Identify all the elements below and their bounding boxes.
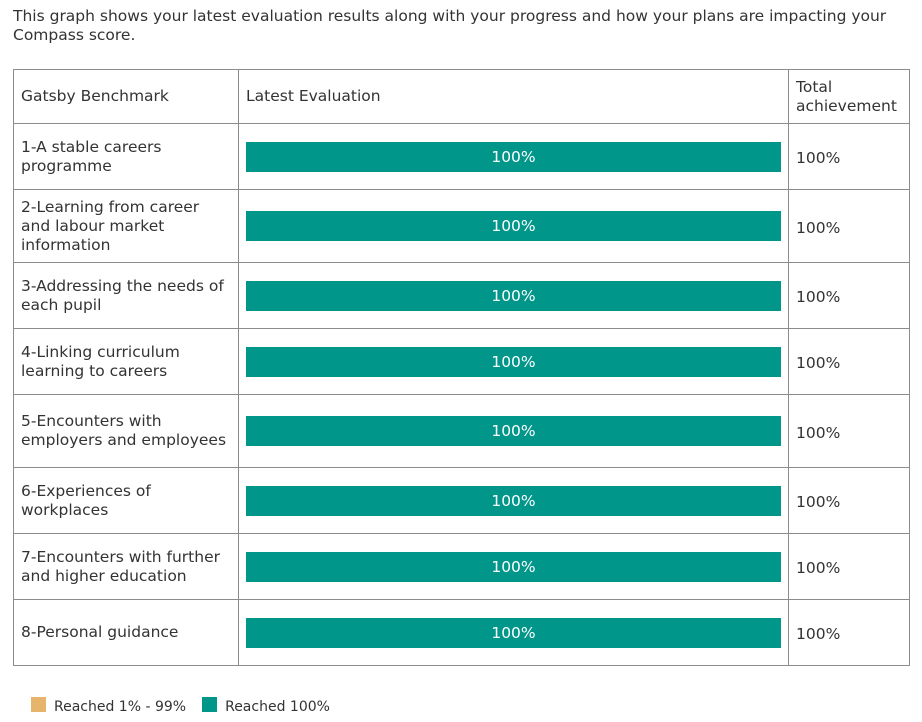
evaluation-progress-fill: [246, 280, 781, 311]
evaluation-progress-bar: 100%: [246, 346, 781, 377]
total-achievement-value: 100%: [788, 533, 910, 600]
evaluation-progress-bar: 100%: [246, 551, 781, 582]
table-row: 5-Encounters with employers and employee…: [13, 394, 910, 468]
latest-evaluation-cell: 100%: [238, 189, 789, 263]
latest-evaluation-cell: 100%: [238, 123, 789, 190]
total-achievement-value: 100%: [788, 123, 910, 190]
benchmark-name: 4-Linking curriculum learning to careers: [13, 328, 239, 395]
benchmark-name: 2-Learning from career and labour market…: [13, 189, 239, 263]
total-achievement-value: 100%: [788, 189, 910, 263]
benchmark-name: 3-Addressing the needs of each pupil: [13, 262, 239, 329]
evaluation-progress-label: 100%: [491, 147, 536, 166]
legend: Reached 1% - 99% Reached 100%: [31, 696, 346, 715]
table-row: 2-Learning from career and labour market…: [13, 189, 910, 263]
evaluation-progress-label: 100%: [491, 623, 536, 642]
evaluation-progress-label: 100%: [491, 286, 536, 305]
column-header-benchmark: Gatsby Benchmark: [13, 69, 239, 124]
table-row: 6-Experiences of workplaces 100% 100%: [13, 467, 910, 534]
evaluation-progress-label: 100%: [491, 422, 536, 440]
column-header-latest-evaluation: Latest Evaluation: [238, 69, 789, 124]
legend-swatch-partial: [31, 696, 46, 712]
evaluation-progress-fill: [246, 211, 781, 241]
total-achievement-value: 100%: [788, 262, 910, 329]
total-achievement-value: 100%: [788, 599, 910, 666]
evaluation-progress-fill: [246, 141, 781, 172]
total-achievement-value: 100%: [788, 394, 910, 468]
evaluation-progress-fill: [246, 416, 781, 446]
benchmark-name: 6-Experiences of workplaces: [13, 467, 239, 534]
evaluation-progress-bar: 100%: [246, 280, 781, 311]
table-row: 8-Personal guidance 100% 100%: [13, 599, 910, 666]
gatsby-benchmark-table: Gatsby Benchmark Latest Evaluation Total…: [13, 69, 910, 666]
legend-label-partial: Reached 1% - 99%: [54, 699, 187, 715]
column-header-total-achievement: Total achievement: [788, 69, 910, 124]
benchmark-name: 5-Encounters with employers and employee…: [13, 394, 239, 468]
legend-item-partial: Reached 1% - 99%: [31, 696, 187, 715]
table-row: 4-Linking curriculum learning to careers…: [13, 328, 910, 395]
legend-swatch-full: [202, 696, 218, 712]
benchmark-name: 7-Encounters with further and higher edu…: [13, 533, 239, 600]
latest-evaluation-cell: 100%: [238, 533, 789, 600]
latest-evaluation-cell: 100%: [238, 599, 789, 666]
legend-label-full: Reached 100%: [225, 699, 330, 715]
latest-evaluation-cell: 100%: [238, 394, 789, 468]
latest-evaluation-cell: 100%: [238, 467, 789, 534]
evaluation-progress-fill: [246, 617, 781, 648]
table-row: 3-Addressing the needs of each pupil 100%…: [13, 262, 910, 329]
intro-text: This graph shows your latest evaluation …: [13, 7, 887, 44]
evaluation-progress-label: 100%: [491, 352, 536, 371]
evaluation-progress-bar: 100%: [246, 485, 781, 516]
evaluation-progress-fill: [246, 551, 781, 582]
latest-evaluation-cell: 100%: [238, 262, 789, 329]
table-row: 7-Encounters with further and higher edu…: [13, 533, 910, 600]
evaluation-progress-label: 100%: [491, 557, 536, 576]
evaluation-progress-bar: 100%: [246, 141, 781, 172]
total-achievement-value: 100%: [788, 467, 910, 534]
latest-evaluation-cell: 100%: [238, 328, 789, 395]
evaluation-progress-bar: 100%: [246, 416, 781, 446]
evaluation-progress-label: 100%: [491, 217, 536, 235]
total-achievement-value: 100%: [788, 328, 910, 395]
benchmark-name: 8-Personal guidance: [13, 599, 239, 666]
evaluation-progress-fill: [246, 346, 781, 377]
evaluation-progress-label: 100%: [491, 491, 536, 510]
table-header-row: Gatsby Benchmark Latest Evaluation Total…: [13, 69, 910, 124]
evaluation-progress-bar: 100%: [246, 211, 781, 241]
legend-item-full: Reached 100%: [202, 696, 330, 715]
evaluation-progress-fill: [246, 485, 781, 516]
benchmark-name: 1-A stable careers programme: [13, 123, 239, 190]
table-row: 1-A stable careers programme 100% 100%: [13, 123, 910, 190]
evaluation-progress-bar: 100%: [246, 617, 781, 648]
